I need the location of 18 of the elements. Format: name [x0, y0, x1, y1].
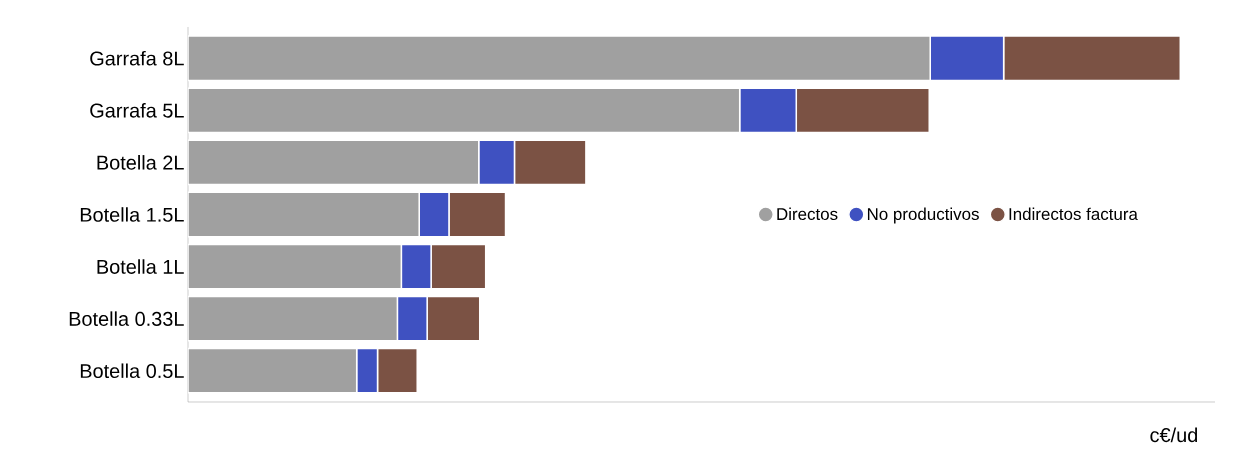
- bar: [188, 191, 420, 238]
- legend-label: Directos: [777, 207, 838, 221]
- bar: [188, 139, 480, 186]
- legend-label: No productivos: [867, 207, 979, 224]
- y-tick-label: Botella 1L: [97, 259, 184, 274]
- y-tick-label: Botella 1.5L: [80, 207, 184, 222]
- x-axis-title: c€/ud: [1150, 427, 1198, 443]
- bar: [188, 243, 403, 290]
- y-tick-label: Garrafa 8L: [90, 50, 184, 66]
- bar: [188, 87, 741, 134]
- y-tick-label: Garrafa 5L: [90, 103, 184, 118]
- bar: [188, 347, 358, 394]
- bar: [188, 295, 399, 342]
- bar: [188, 35, 931, 82]
- y-tick-label: Botella 0.5L: [80, 363, 184, 379]
- y-tick-label: Botella 0.33L: [69, 311, 184, 326]
- y-tick-label: Botella 2L: [97, 155, 184, 170]
- legend-label: Indirectos factura: [1009, 207, 1138, 221]
